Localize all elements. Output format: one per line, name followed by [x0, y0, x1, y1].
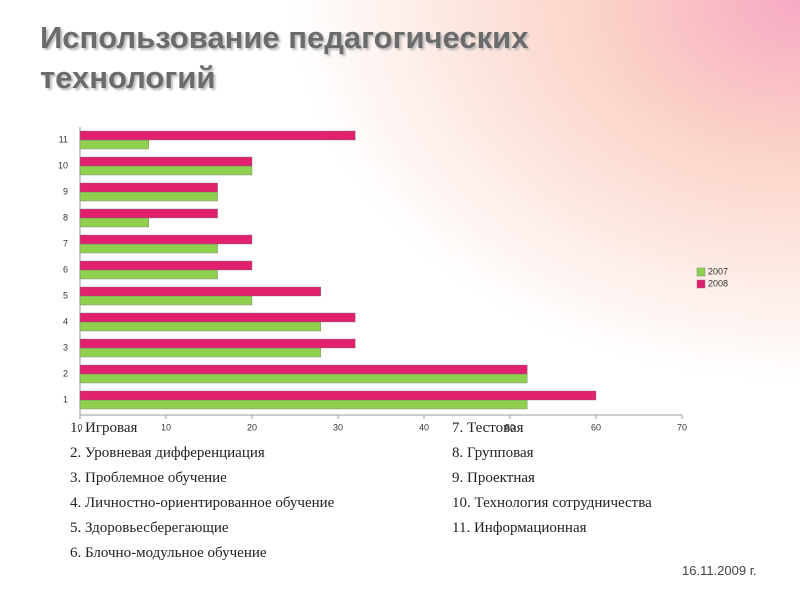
note-item: 11. Информационная: [452, 520, 587, 536]
note-item: 3. Проблемное обучение: [70, 470, 227, 486]
bar: [79, 312, 356, 323]
bar: [79, 399, 528, 410]
y-tick-label: 2: [63, 368, 68, 378]
bar: [79, 295, 253, 306]
bar: [79, 130, 356, 141]
x-tick-label: 60: [591, 422, 601, 432]
bar: [79, 364, 528, 375]
y-tick-label: 3: [63, 342, 68, 352]
bar: [79, 338, 356, 349]
x-tick-label: 20: [247, 422, 257, 432]
y-tick-label: 7: [63, 238, 68, 248]
x-tick-label: 50: [505, 422, 515, 432]
y-tick-label: 6: [63, 264, 68, 274]
y-tick-label: 11: [59, 134, 68, 144]
note-item: 10. Технология сотрудничества: [452, 495, 652, 511]
note-item: 8. Групповая: [452, 445, 534, 461]
bar: [79, 269, 218, 280]
slide-title: Использование педагогических технологий: [40, 20, 529, 95]
bar: [79, 217, 150, 228]
y-tick-label: 8: [63, 212, 68, 222]
note-item: 1. Игровая: [70, 420, 138, 436]
legend-label: 2008: [708, 278, 728, 288]
x-tick-label: 40: [419, 422, 429, 432]
bar: [79, 321, 322, 332]
date: 16.11.2009 г.: [682, 563, 757, 578]
legend-swatch: [696, 267, 706, 277]
legend-label: 2007: [708, 266, 728, 276]
bar: [79, 208, 218, 219]
y-tick-label: 9: [63, 186, 68, 196]
note-item: 5. Здоровьесберегающие: [70, 520, 229, 536]
note-item: 6. Блочно-модульное обучение: [70, 545, 267, 561]
note-item: 7. Тестовая: [452, 420, 524, 436]
bar: [79, 191, 218, 202]
bar: [79, 243, 218, 254]
bar: [79, 347, 322, 358]
bar: [79, 182, 218, 193]
bar: [79, 139, 150, 150]
note-item: 9. Проектная: [452, 470, 535, 486]
y-tick-label: 1: [63, 394, 68, 404]
x-tick-label: 70: [677, 422, 687, 432]
x-tick-label: 10: [161, 422, 171, 432]
y-tick-label: 4: [63, 316, 68, 326]
note-item: 2. Уровневая дифференциация: [70, 445, 265, 461]
note-item: 4. Личностно-ориентированное обучение: [70, 495, 335, 511]
bar: [79, 390, 597, 401]
bar: [79, 373, 528, 384]
bar: [79, 234, 253, 245]
legend-swatch: [696, 279, 706, 289]
bar: [79, 260, 253, 271]
y-tick-label: 10: [58, 160, 68, 170]
bar: [79, 156, 253, 167]
x-tick-label: 30: [333, 422, 343, 432]
x-tick-label: 0: [77, 422, 82, 432]
bar: [79, 165, 253, 176]
bar: [79, 286, 322, 297]
y-tick-label: 5: [63, 290, 68, 300]
